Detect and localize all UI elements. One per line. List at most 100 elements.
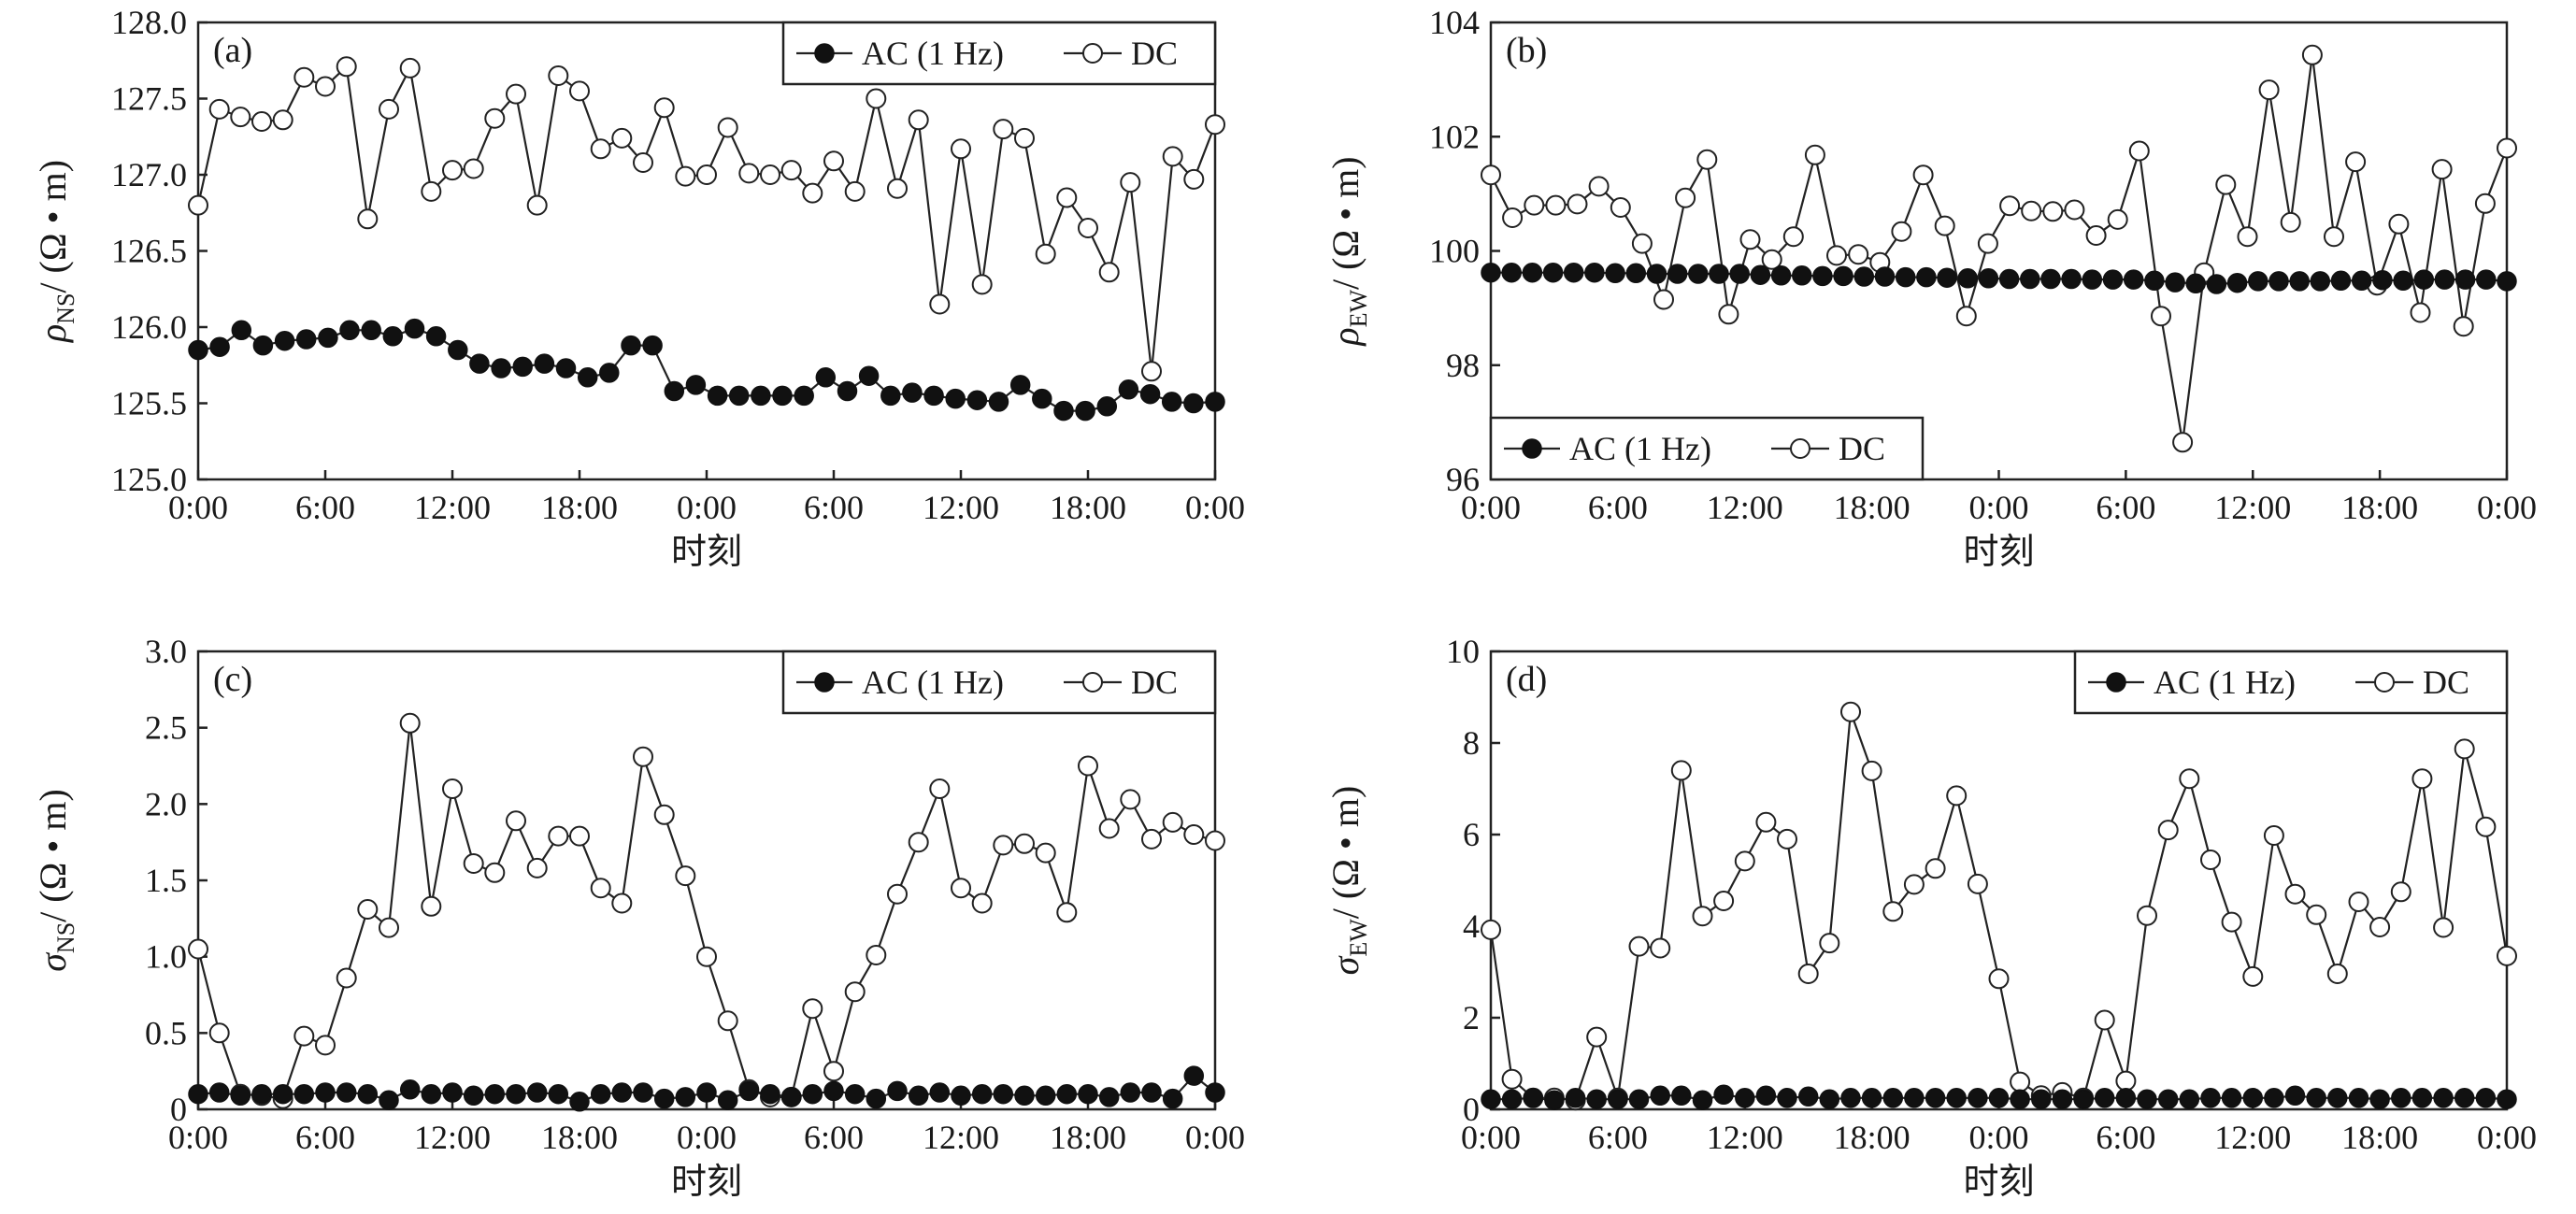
y-tick-label: 10 bbox=[1446, 633, 1480, 670]
y-tick-label: 0 bbox=[1463, 1091, 1480, 1128]
data-point bbox=[1739, 229, 1761, 250]
data-point bbox=[1650, 1085, 1670, 1107]
x-tick-label: 6:00 bbox=[295, 1119, 355, 1156]
data-point bbox=[1670, 760, 1692, 781]
data-point bbox=[2413, 269, 2435, 290]
data-point bbox=[2326, 964, 2348, 984]
data-point bbox=[1925, 1088, 1946, 1108]
data-point bbox=[1035, 842, 1056, 864]
data-point bbox=[2221, 911, 2242, 933]
data-point bbox=[315, 76, 336, 97]
data-point bbox=[2301, 44, 2323, 65]
data-point bbox=[1522, 262, 1543, 283]
data-point bbox=[1205, 392, 1225, 412]
y-axis-label: ρEW/ (Ω • m) bbox=[1324, 156, 1372, 347]
data-point bbox=[2144, 270, 2165, 292]
legend-marker-dc bbox=[1082, 672, 1103, 693]
data-point bbox=[908, 109, 929, 131]
x-tick-label: 6:00 bbox=[295, 489, 355, 526]
legend-marker-dc bbox=[1082, 43, 1103, 64]
data-point bbox=[293, 1083, 315, 1105]
data-point bbox=[1750, 264, 1771, 285]
data-point bbox=[1904, 1088, 1925, 1108]
data-point bbox=[844, 981, 866, 1003]
data-point bbox=[1819, 933, 1840, 954]
data-point bbox=[1696, 149, 1718, 170]
data-point bbox=[1770, 265, 1792, 286]
x-tick-label: 12:00 bbox=[414, 1119, 491, 1156]
data-point bbox=[1139, 383, 1161, 405]
data-point bbox=[1009, 375, 1031, 395]
data-point bbox=[794, 385, 814, 407]
data-point bbox=[1692, 906, 1713, 927]
series-ac bbox=[188, 1065, 1225, 1112]
data-point bbox=[2123, 269, 2144, 290]
data-point bbox=[1925, 858, 1946, 879]
data-point bbox=[1882, 1088, 1904, 1108]
x-tick-label: 0:00 bbox=[677, 489, 737, 526]
data-point bbox=[1977, 233, 1998, 254]
legend-label-dc: DC bbox=[1131, 35, 1178, 72]
data-point bbox=[252, 335, 274, 356]
data-point bbox=[1671, 1085, 1692, 1107]
x-tick-label: 0:00 bbox=[2477, 489, 2537, 526]
data-point bbox=[421, 180, 442, 202]
data-point bbox=[880, 385, 901, 407]
data-point bbox=[421, 895, 442, 917]
y-axis-unit: / (Ω • m) bbox=[32, 160, 74, 293]
data-point bbox=[1501, 262, 1522, 283]
data-point bbox=[1161, 392, 1182, 412]
data-point bbox=[526, 194, 548, 216]
data-point bbox=[2040, 268, 2061, 290]
data-point bbox=[2206, 274, 2227, 294]
data-point bbox=[2085, 225, 2107, 246]
data-point bbox=[908, 832, 929, 853]
data-point bbox=[1141, 828, 1162, 850]
data-point bbox=[577, 367, 598, 388]
data-point bbox=[866, 1088, 887, 1109]
data-point bbox=[1631, 233, 1653, 254]
data-point bbox=[2221, 1088, 2242, 1108]
data-point bbox=[2497, 271, 2517, 292]
x-tick-label: 6:00 bbox=[804, 489, 864, 526]
x-tick-label: 12:00 bbox=[2214, 489, 2291, 526]
data-point bbox=[1946, 785, 1968, 807]
data-point bbox=[569, 1092, 590, 1112]
data-point bbox=[844, 180, 866, 202]
data-point bbox=[1625, 263, 1647, 284]
data-point bbox=[1667, 264, 1688, 284]
data-point bbox=[2284, 883, 2306, 905]
data-point bbox=[1584, 262, 1605, 283]
data-point bbox=[653, 97, 675, 119]
legend-marker-dc bbox=[1790, 438, 1810, 459]
data-point bbox=[484, 862, 506, 883]
data-point bbox=[2431, 159, 2453, 180]
data-point bbox=[2064, 199, 2085, 221]
data-point bbox=[1098, 262, 1120, 283]
x-tick-label: 18:00 bbox=[2341, 489, 2418, 526]
y-tick-label: 126.5 bbox=[111, 233, 187, 270]
y-axis-symbol: σ bbox=[32, 952, 74, 972]
data-point bbox=[2390, 881, 2411, 903]
data-point bbox=[318, 327, 338, 349]
data-point bbox=[1937, 267, 1957, 288]
data-point bbox=[590, 878, 611, 899]
x-tick-label: 12:00 bbox=[923, 489, 999, 526]
data-point bbox=[2391, 1088, 2411, 1108]
data-point bbox=[675, 1087, 696, 1107]
data-point bbox=[887, 883, 908, 905]
data-point bbox=[1675, 187, 1696, 208]
y-tick-label: 126.0 bbox=[111, 308, 187, 346]
data-point bbox=[837, 380, 858, 402]
x-tick-label: 18:00 bbox=[1834, 489, 1911, 526]
data-point bbox=[2324, 226, 2344, 248]
y-axis-symbol: ρ bbox=[32, 324, 74, 344]
data-point bbox=[1481, 919, 1501, 940]
data-point bbox=[1544, 1090, 1565, 1110]
data-point bbox=[2237, 226, 2258, 248]
legend: AC (1 Hz) DC bbox=[781, 650, 1217, 715]
data-point bbox=[336, 1082, 357, 1103]
series-dc bbox=[1481, 701, 2517, 1111]
data-point bbox=[2410, 302, 2431, 323]
data-point bbox=[569, 80, 590, 102]
